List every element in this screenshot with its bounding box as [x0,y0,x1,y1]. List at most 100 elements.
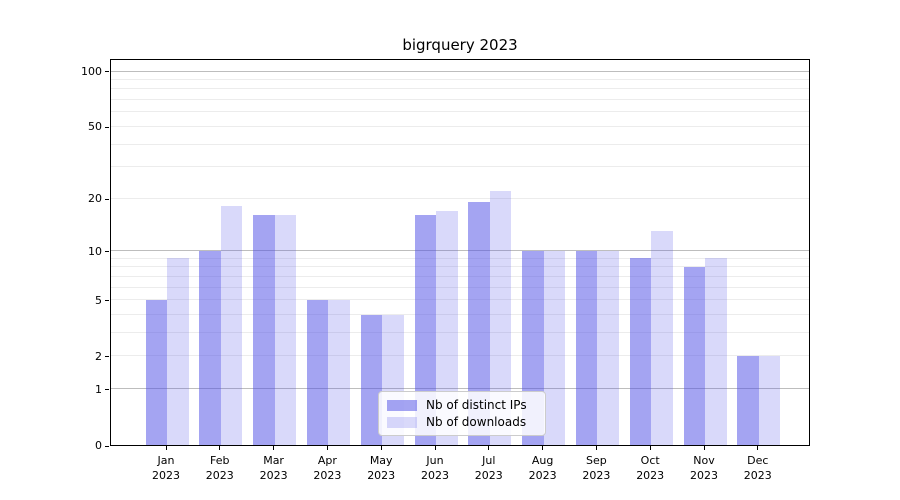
x-tick-mark [649,446,651,450]
minor-gridline [111,266,809,268]
x-tick-month: Jun [426,454,444,467]
bar-downloads-jun [436,210,458,445]
y-tick-label: 1 [95,382,102,396]
legend-label: Nb of downloads [426,415,527,429]
y-tick-label: 5 [95,293,102,307]
y-tick-label: 20 [88,192,102,206]
x-tick-month: Nov [693,454,715,467]
y-tick-label: 50 [88,120,102,134]
major-gridline [111,388,809,390]
x-tick-year: 2023 [582,469,611,482]
legend-entry-distinct-ips: Nb of distinct IPs [387,398,537,412]
bar-ips-oct [629,258,652,445]
x-tick-year: 2023 [259,469,288,482]
x-tick-label: Jan 2023 [139,453,193,483]
x-tick-mark [165,446,167,450]
x-tick-label: May 2023 [354,453,408,483]
x-tick-month: Jan [157,454,175,467]
x-tick-label: Apr 2023 [300,453,354,483]
minor-gridline [111,78,809,80]
x-tick-year: 2023 [474,469,503,482]
minor-gridline [111,332,809,334]
bar-ips-apr [306,299,329,445]
x-tick-mark [219,446,221,450]
x-tick-month: May [369,454,393,467]
bar-downloads-sep [597,250,619,445]
x-tick-year: 2023 [313,469,342,482]
x-tick-year: 2023 [743,469,772,482]
legend: Nb of distinct IPs Nb of downloads [378,391,546,436]
bar-downloads-jul [489,190,512,445]
x-tick-month: Mar [263,454,284,467]
x-tick-label: Jul 2023 [462,453,516,483]
bar-ips-feb [199,250,221,445]
minor-gridline [111,197,809,199]
x-tick-label: Dec 2023 [731,453,785,483]
y-tick-mark [105,126,109,128]
bar-downloads-aug [543,250,566,445]
y-tick-label: 100 [81,64,102,78]
x-tick-label: Oct 2023 [623,453,677,483]
legend-label: Nb of distinct IPs [426,398,527,412]
major-gridline [111,70,809,72]
x-tick-year: 2023 [205,469,234,482]
minor-gridline [111,286,809,288]
bar-downloads-mar [274,215,297,445]
x-tick-mark [434,446,436,450]
x-tick-month: Oct [640,454,660,467]
x-tick-month: Dec [747,454,769,467]
x-tick-year: 2023 [152,469,180,482]
minor-gridline [111,166,809,168]
minor-gridline [111,355,809,357]
x-tick-year: 2023 [421,469,449,482]
y-tick-label: 10 [88,244,102,258]
x-tick-mark [757,446,759,450]
x-tick-label: Nov 2023 [677,453,731,483]
bar-ips-may [360,314,383,445]
x-tick-label: Jun 2023 [408,453,462,483]
x-tick-mark [380,446,382,450]
y-tick-mark [105,71,109,73]
x-tick-label: Sep 2023 [569,453,623,483]
x-tick-year: 2023 [528,469,557,482]
x-tick-month: Feb [210,454,230,467]
minor-gridline [111,275,809,277]
bar-ips-jun [414,215,436,445]
x-tick-label: Aug 2023 [516,453,570,483]
y-tick-mark [105,389,109,391]
x-tick-mark [273,446,275,450]
bar-ips-dec [737,356,759,445]
minor-gridline [111,257,809,259]
bar-downloads-dec [758,356,781,445]
y-tick-mark [105,251,109,253]
x-tick-month: Aug [531,454,554,467]
x-tick-label: Mar 2023 [247,453,301,483]
minor-gridline [111,125,809,127]
x-tick-mark [595,446,597,450]
minor-gridline [111,299,809,301]
plot-area [110,59,810,446]
legend-swatch-icon [387,399,417,411]
x-tick-mark [326,446,328,450]
legend-swatch-icon [387,416,417,428]
bar-downloads-oct [651,231,673,445]
x-tick-year: 2023 [367,469,396,482]
bar-downloads-nov [705,258,727,445]
bar-downloads-jan [167,258,189,445]
major-gridline [111,250,809,252]
y-tick-mark [105,300,109,302]
x-tick-mark [703,446,705,450]
x-tick-label: Feb 2023 [193,453,247,483]
minor-gridline [111,111,809,113]
bar-downloads-feb [220,206,243,445]
x-tick-year: 2023 [636,469,665,482]
minor-gridline [111,314,809,316]
minor-gridline [111,143,809,145]
x-tick-year: 2023 [690,469,718,482]
x-tick-month: Apr [317,454,337,467]
legend-entry-downloads: Nb of downloads [387,415,537,429]
y-tick-mark [105,198,109,200]
x-tick-month: Jul [482,454,496,467]
bar-ips-nov [683,266,705,445]
